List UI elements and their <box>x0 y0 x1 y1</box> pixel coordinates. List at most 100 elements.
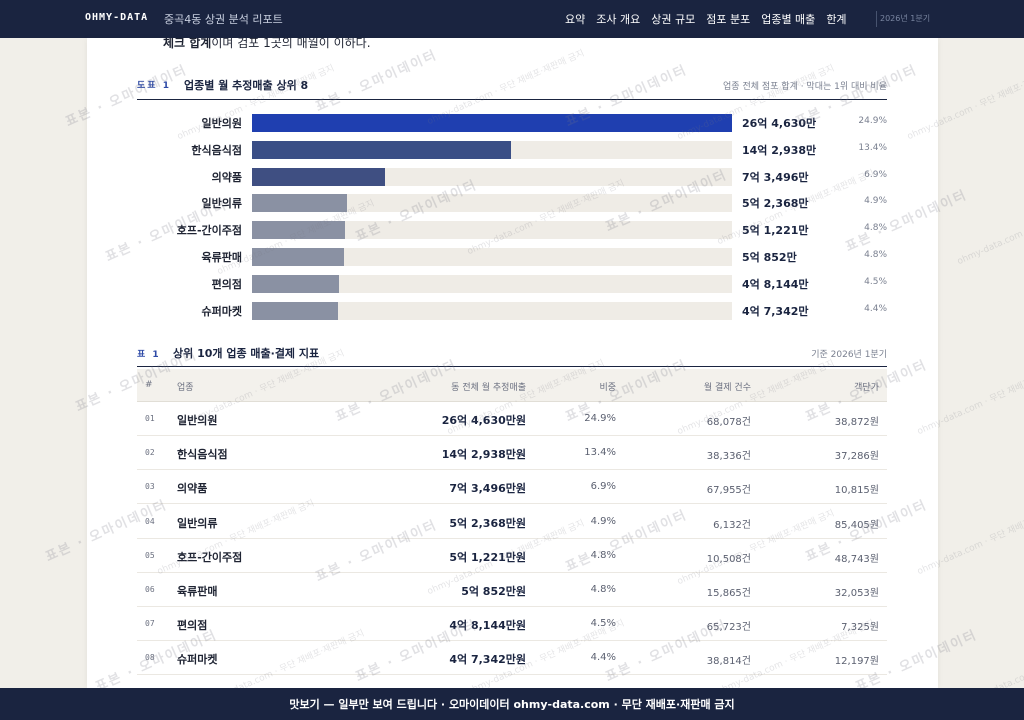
bar-row: 일반의류 5억 2,368만 4.9% <box>87 194 938 213</box>
row-count: 10,508건 <box>706 553 751 565</box>
bar-row: 슈퍼마켓 4억 7,342만 4.4% <box>87 301 938 320</box>
table-row: 06 육류판매 5억 852만원 4.8% 15,865건 32,053원 <box>137 573 887 607</box>
row-ticket: 37,286원 <box>834 451 879 463</box>
row-ticket: 85,405원 <box>834 519 879 531</box>
row-industry: 호프-간이주점 <box>177 550 243 564</box>
row-industry: 일반의류 <box>177 516 218 530</box>
nav-link-store-distribution[interactable]: 점포 분포 <box>706 13 751 26</box>
bar-track <box>252 301 732 320</box>
row-rank: 01 <box>145 414 155 423</box>
bar-value-label: 26억 4,630만 <box>742 117 817 130</box>
bar-category-label: 일반의류 <box>201 197 242 211</box>
figure-header: 도표 1 업종별 월 추정매출 상위 8 업종 전체 점포 합계 · 막대는 1… <box>137 78 887 100</box>
bar-row: 편의점 4억 8,144만 4.5% <box>87 274 938 293</box>
table-row: 01 일반의원 26억 4,630만원 24.9% 68,078건 38,872원 <box>137 402 887 436</box>
bar-share-label: 4.4% <box>864 303 887 314</box>
col-header-share: 비중 <box>599 383 616 393</box>
intro-text: 체크 합계이며 검포 1곳의 매월이 이하다. <box>163 38 371 51</box>
report-paper: 체크 합계이며 검포 1곳의 매월이 이하다. 도표 1 업종별 월 추정매출 … <box>87 38 938 688</box>
row-ticket: 32,053원 <box>834 588 879 599</box>
table-header: 표 1 상위 10개 업종 매출·결제 지표 기준 2026년 1분기 <box>137 345 887 367</box>
row-industry: 일반의원 <box>177 414 218 427</box>
bar-track <box>252 248 732 266</box>
row-count: 15,865건 <box>706 588 751 599</box>
row-share: 4.8% <box>590 549 616 561</box>
nav-link-sales-by-industry[interactable]: 업종별 매출 <box>761 13 816 26</box>
row-share: 13.4% <box>584 447 616 459</box>
intro-bold: 체크 합계 <box>163 38 212 50</box>
table-tag: 표 1 <box>137 350 161 360</box>
row-sales: 14억 2,938만원 <box>441 448 526 462</box>
preview-banner: 맛보기 — 일부만 보여 드립니다 · 오마이데이터 ohmy-data.com… <box>0 688 1024 720</box>
bar-category-label: 의약품 <box>211 170 242 184</box>
row-share: 4.5% <box>590 618 616 630</box>
top-nav: OHMY-DATA 중곡4동 상권 분석 리포트 요약 조사 개요 상권 규모 … <box>0 0 1024 38</box>
bar-value-label: 5억 1,221만 <box>742 224 809 238</box>
row-count: 65,723건 <box>706 622 751 634</box>
table-title: 상위 10개 업종 매출·결제 지표 <box>173 347 320 360</box>
table-row: 07 편의점 4억 8,144만원 4.5% 65,723건 7,325원 <box>137 607 887 642</box>
bar-track <box>252 114 732 132</box>
row-rank: 04 <box>145 516 155 526</box>
bar-share-label: 6.9% <box>864 169 887 180</box>
row-rank: 07 <box>145 619 155 629</box>
bar-category-label: 편의점 <box>211 277 242 291</box>
col-header-ticket: 객단가 <box>854 383 879 393</box>
row-count: 68,078건 <box>706 417 751 428</box>
bar-category-label: 슈퍼마켓 <box>201 304 242 318</box>
row-industry: 슈퍼마켓 <box>177 653 218 667</box>
nav-period: 2026년 1분기 <box>880 14 931 23</box>
row-ticket: 48,743원 <box>834 553 879 565</box>
row-industry: 편의점 <box>177 619 208 633</box>
table-row: 04 일반의류 5억 2,368만원 4.9% 6,132건 85,405원 <box>137 505 887 539</box>
table-row: 05 호프-간이주점 5억 1,221만원 4.8% 10,508건 48,743원 <box>137 539 887 573</box>
bar <box>252 167 386 186</box>
bar-row: 의약품 7억 3,496만 6.9% <box>87 167 938 186</box>
row-sales: 4억 7,342만원 <box>449 653 526 667</box>
bar-share-label: 4.8% <box>864 223 887 234</box>
table-row: 08 슈퍼마켓 4억 7,342만원 4.4% 38,814건 12,197원 <box>137 641 887 676</box>
row-rank: 08 <box>145 653 155 663</box>
bar <box>252 301 338 320</box>
bar-track <box>252 194 732 213</box>
row-count: 38,814건 <box>706 656 751 668</box>
bar <box>252 248 345 266</box>
row-industry: 육류판매 <box>177 585 218 598</box>
row-industry: 의약품 <box>177 482 208 496</box>
brand-logo[interactable]: OHMY-DATA <box>85 12 149 23</box>
nav-link-limitations[interactable]: 한계 <box>826 13 847 26</box>
bar-track <box>252 274 732 293</box>
bar-category-label: 한식음식점 <box>191 143 242 157</box>
nav-link-summary[interactable]: 요약 <box>565 13 586 26</box>
row-share: 4.4% <box>590 652 616 664</box>
row-count: 38,336건 <box>706 451 751 463</box>
bar-value-label: 14억 2,938만 <box>742 143 817 157</box>
row-ticket: 7,325원 <box>841 622 879 634</box>
bar <box>252 194 347 213</box>
bar-category-label: 일반의원 <box>201 117 242 130</box>
watermark-subtext: ohmy-data.com · 무단 재배포·재판매 금지 <box>955 189 1024 268</box>
row-rank: 06 <box>145 585 155 594</box>
bar-row: 육류판매 5억 852만 4.8% <box>87 248 938 266</box>
table-head-row: # 업종 동 전체 월 추정매출 비중 월 결제 건수 객단가 <box>137 369 887 402</box>
row-sales: 26억 4,630만원 <box>441 414 526 427</box>
row-ticket: 38,872원 <box>834 417 879 428</box>
row-share: 24.9% <box>584 413 616 424</box>
bar-category-label: 호프-간이주점 <box>176 224 242 238</box>
row-rank: 03 <box>145 482 155 492</box>
row-share: 6.9% <box>590 481 616 493</box>
nav-link-market-size[interactable]: 상권 규모 <box>651 13 696 26</box>
report-title: 중곡4동 상권 분석 리포트 <box>164 13 283 26</box>
bar-share-label: 4.8% <box>864 250 887 260</box>
row-sales: 5억 1,221만원 <box>449 550 526 564</box>
row-rank: 02 <box>145 448 155 458</box>
bar-share-label: 4.5% <box>864 276 887 287</box>
row-count: 6,132건 <box>713 519 751 531</box>
nav-link-overview[interactable]: 조사 개요 <box>596 13 641 26</box>
bar-value-label: 4억 8,144만 <box>742 277 809 291</box>
col-header-industry: 업종 <box>177 383 194 393</box>
figure-note: 업종 전체 점포 합계 · 막대는 1위 대비 비율 <box>723 82 887 92</box>
row-share: 4.9% <box>590 515 616 527</box>
bar-value-label: 7억 3,496만 <box>742 170 809 184</box>
row-sales: 7억 3,496만원 <box>449 482 526 496</box>
